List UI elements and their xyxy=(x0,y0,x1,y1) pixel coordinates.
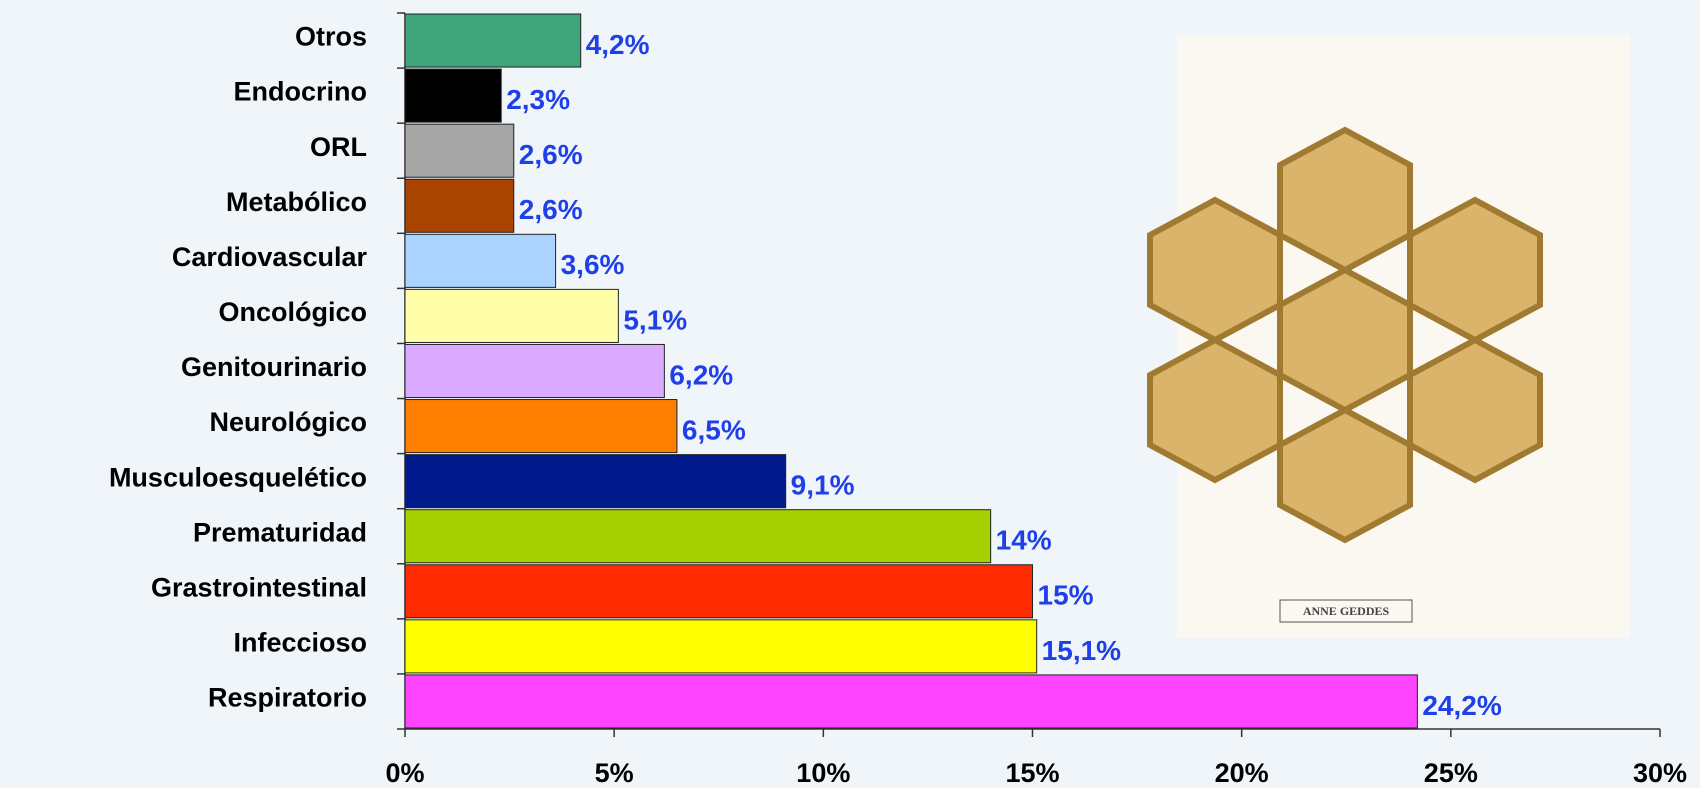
x-tick-label: 25% xyxy=(1424,758,1478,788)
chart: ANNE GEDDES 0% 5% 10% 15% 20% 25% 30% Otros 4,2%… xyxy=(0,0,1700,788)
y-tick-label: Otros xyxy=(295,22,367,52)
value-label: 6,2% xyxy=(669,359,733,390)
bar xyxy=(405,179,514,232)
bar xyxy=(405,620,1037,673)
value-label: 3,6% xyxy=(561,249,625,280)
x-tick-label: 20% xyxy=(1215,758,1269,788)
y-tick-label: Infeccioso xyxy=(233,628,367,658)
value-label: 2,6% xyxy=(519,139,583,170)
value-label: 9,1% xyxy=(791,470,855,501)
value-label: 4,2% xyxy=(586,29,650,60)
y-tick-label: Metabólico xyxy=(226,187,367,217)
bar xyxy=(405,289,618,342)
y-tick-label: Genitourinario xyxy=(181,352,367,382)
bar xyxy=(405,400,677,453)
value-label: 2,6% xyxy=(519,194,583,225)
y-tick-label: Endocrino xyxy=(234,77,368,107)
bar xyxy=(405,510,991,563)
x-tick-label: 30% xyxy=(1633,758,1687,788)
y-tick-label: Neurológico xyxy=(209,407,367,437)
y-tick-label: ORL xyxy=(310,132,367,162)
y-tick-label: Prematuridad xyxy=(193,517,367,547)
photo-caption: ANNE GEDDES xyxy=(1303,604,1390,618)
bar xyxy=(405,69,501,122)
y-tick-label: Grastrointestinal xyxy=(151,572,367,602)
bar xyxy=(405,455,786,508)
bar xyxy=(405,124,514,177)
x-tick-label: 0% xyxy=(385,758,424,788)
bar xyxy=(405,565,1033,618)
value-label: 6,5% xyxy=(682,414,746,445)
y-tick-label: Musculoesquelético xyxy=(109,462,367,492)
value-label: 24,2% xyxy=(1422,690,1501,721)
bar xyxy=(405,675,1417,728)
bar xyxy=(405,344,664,397)
value-label: 5,1% xyxy=(623,304,687,335)
value-label: 15,1% xyxy=(1042,635,1121,666)
value-label: 2,3% xyxy=(506,84,570,115)
y-tick-label: Oncológico xyxy=(219,297,368,327)
bar xyxy=(405,234,556,287)
value-label: 15% xyxy=(1038,580,1094,611)
x-tick-label: 10% xyxy=(796,758,850,788)
bar xyxy=(405,14,581,67)
x-tick-label: 5% xyxy=(595,758,634,788)
value-label: 14% xyxy=(996,525,1052,556)
y-tick-label: Cardiovascular xyxy=(172,242,368,272)
x-tick-label: 15% xyxy=(1005,758,1059,788)
photo: ANNE GEDDES xyxy=(1150,35,1630,638)
y-tick-label: Respiratorio xyxy=(208,683,367,713)
